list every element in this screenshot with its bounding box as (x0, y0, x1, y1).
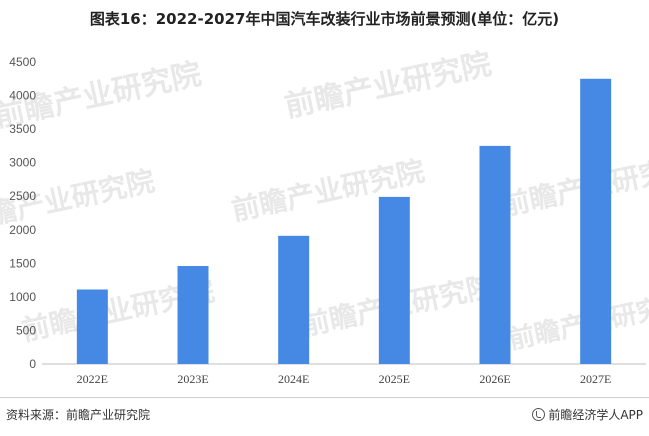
x-axis-labels: 2022E 2023E 2024E 2025E 2026E 2027E (77, 372, 612, 386)
bar-2026E (479, 145, 511, 364)
y-axis-ticks: 0 500 1000 1500 2000 2500 3000 3500 4000 4500 (9, 55, 36, 371)
y-tick-label: 2500 (9, 189, 36, 203)
x-tick-label: 2022E (77, 372, 108, 386)
chart-title: 图表16：2022-2027年中国汽车改装行业市场前景预测(单位：亿元) (89, 10, 560, 28)
y-tick-label: 1000 (9, 290, 36, 304)
y-tick-label: 2000 (9, 223, 36, 237)
bar-2023E (177, 266, 209, 364)
qianzhan-logo-icon (532, 408, 546, 421)
brand-name: 前瞻经济学人APP (548, 408, 643, 422)
bar-2025E (378, 196, 410, 364)
bar-2024E (278, 235, 310, 364)
x-tick-label: 2027E (580, 372, 611, 386)
y-tick-label: 4500 (9, 55, 36, 69)
x-tick-label: 2026E (479, 372, 510, 386)
watermark-text: 前瞻产业研究院 (282, 47, 495, 125)
y-tick-label: 3000 (9, 156, 36, 170)
bar-2022E (76, 289, 108, 364)
bar-2027E (580, 78, 612, 365)
bars (76, 78, 612, 365)
footer-divider (0, 397, 649, 398)
brand-credit: 前瞻经济学人APP (532, 406, 643, 423)
y-tick-label: 1500 (9, 256, 36, 270)
watermark-text: 前瞻产业研究院 (499, 149, 649, 222)
y-tick-label: 0 (29, 357, 36, 371)
source-note: 资料来源：前瞻产业研究院 (6, 408, 151, 422)
x-tick-label: 2025E (379, 372, 410, 386)
y-tick-label: 500 (16, 323, 36, 337)
y-tick-label: 4000 (9, 89, 36, 103)
y-tick-label: 3500 (9, 122, 36, 136)
watermark-text: 前瞻产业研究院 (506, 288, 649, 356)
x-tick-label: 2024E (278, 372, 309, 386)
x-tick-label: 2023E (177, 372, 208, 386)
